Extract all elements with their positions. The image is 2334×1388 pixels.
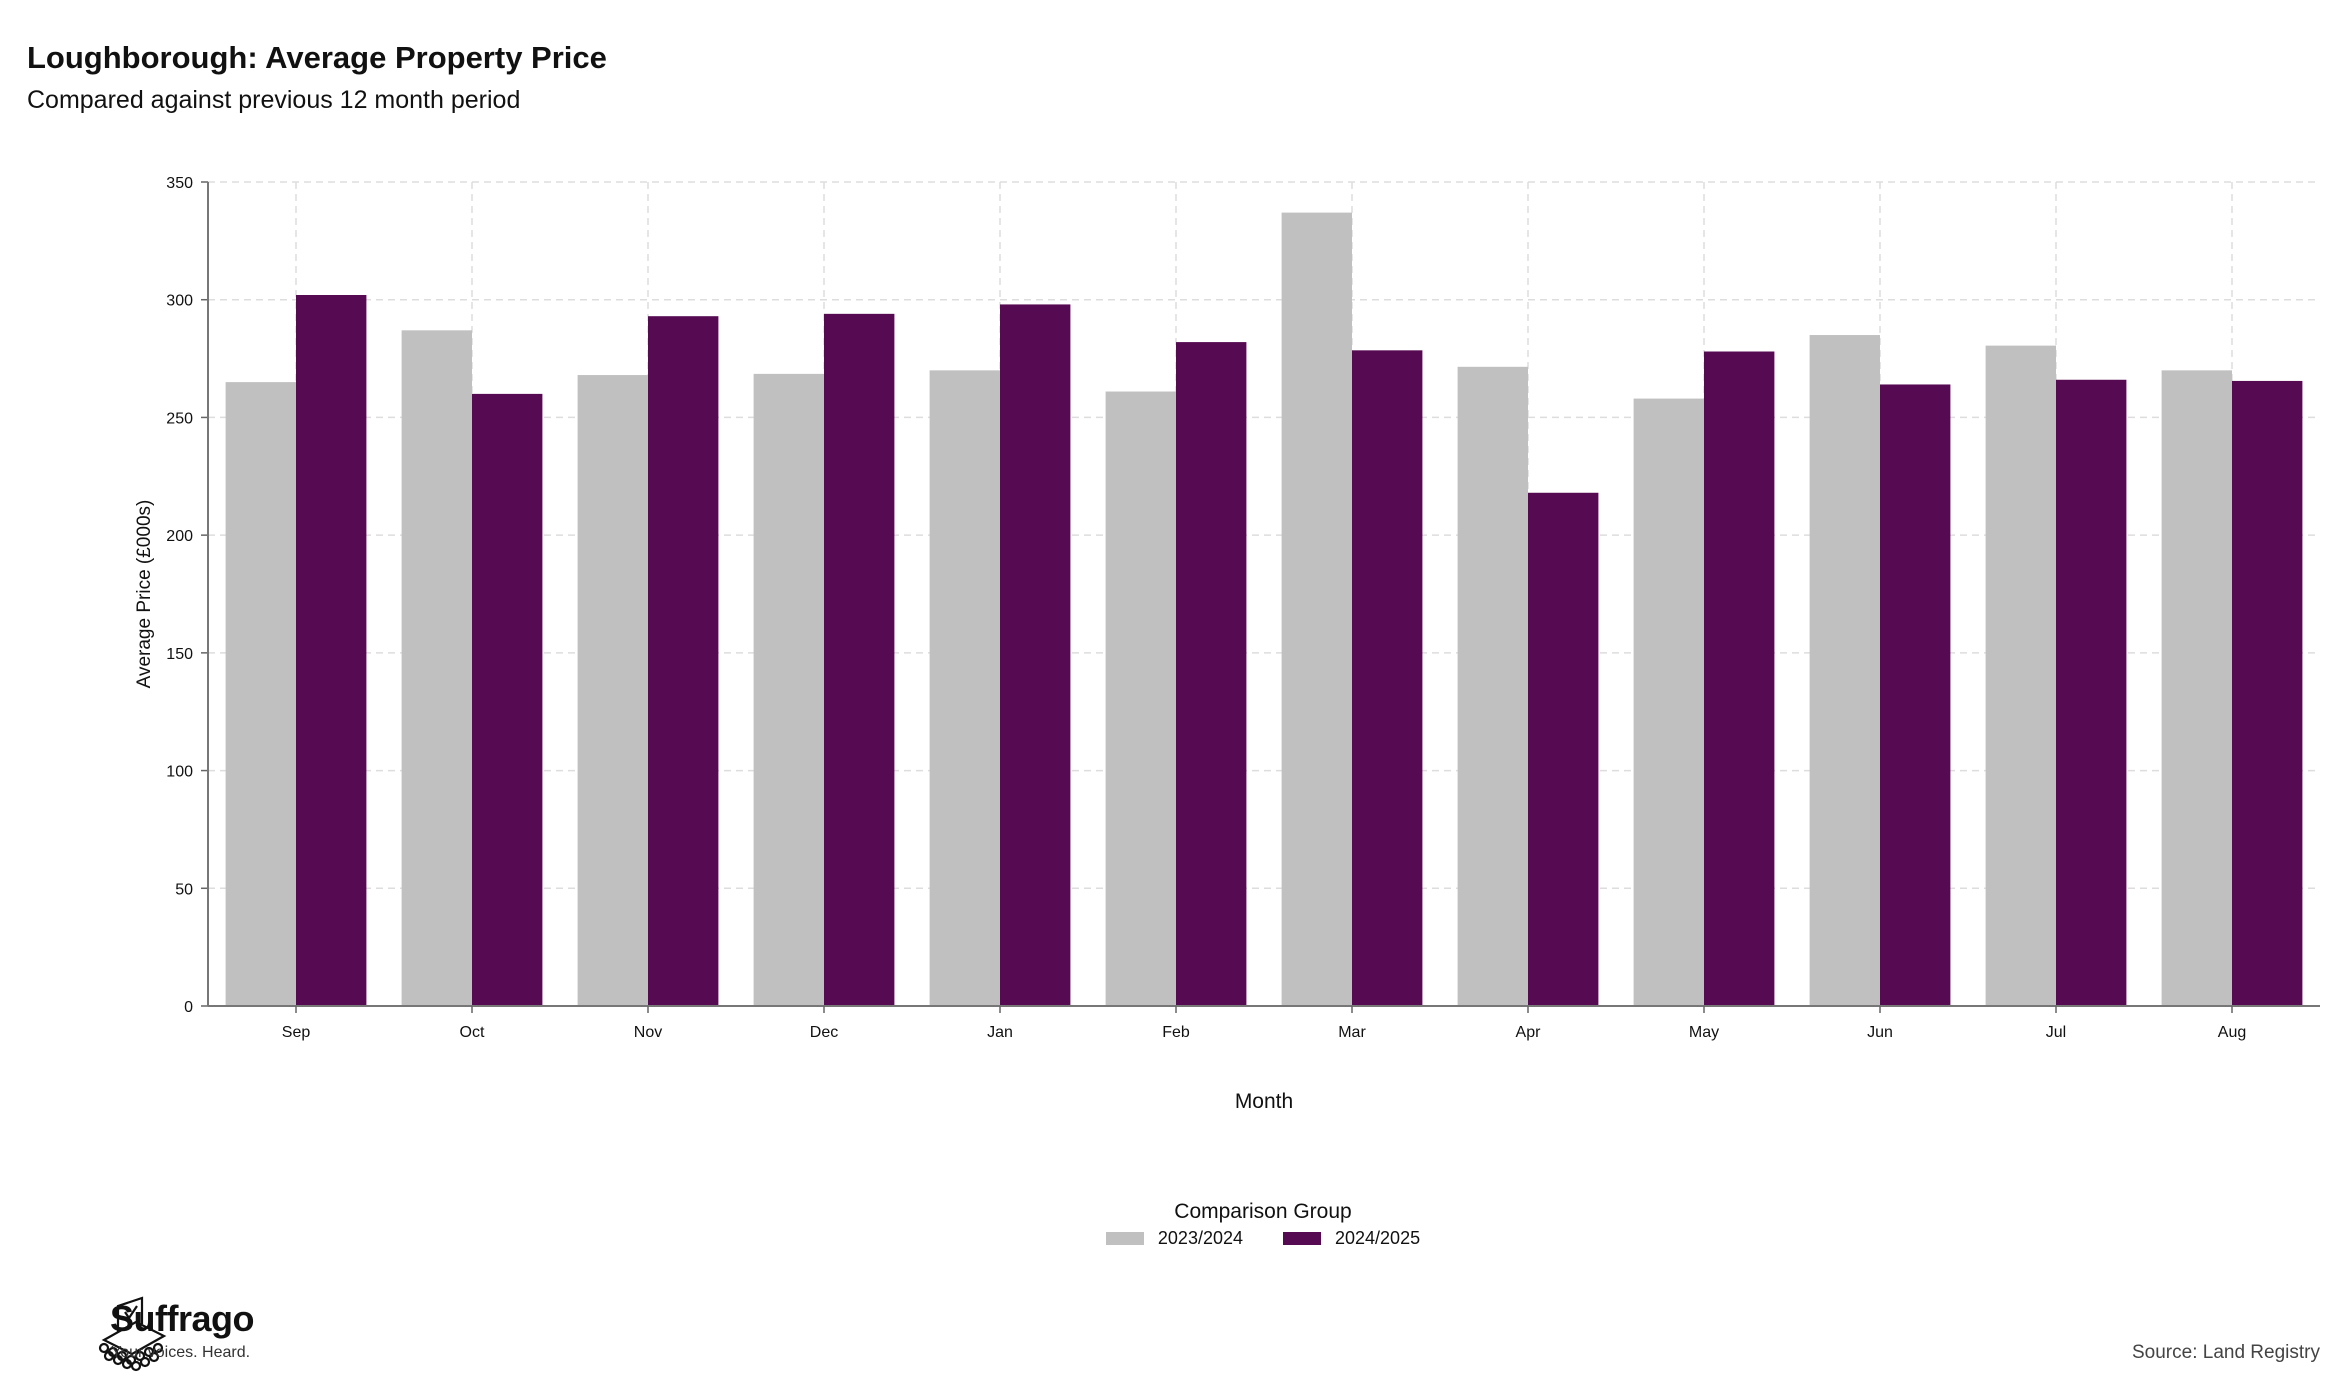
y-tick-label: 150	[166, 646, 193, 663]
bar-2023-2024-dec	[753, 373, 824, 1007]
bar-2024-2025-feb	[1176, 342, 1247, 1006]
bar-2023-2024-jan	[929, 370, 1000, 1006]
bar-2024-2025-mar	[1352, 350, 1423, 1006]
bar-2024-2025-dec	[824, 313, 895, 1007]
bar-2023-2024-aug	[2161, 370, 2232, 1006]
bar-2023-2024-nov	[577, 375, 648, 1007]
legend-label-2024-2025: 2024/2025	[1335, 1228, 1421, 1248]
chart-subtitle: Compared against previous 12 month perio…	[27, 86, 521, 114]
bar-2024-2025-jan	[1000, 304, 1071, 1006]
x-tick-label-feb: Feb	[1162, 1024, 1190, 1041]
ballot-box-icon	[98, 1296, 167, 1372]
bar-2023-2024-oct	[401, 330, 472, 1006]
x-tick-label-oct: Oct	[460, 1024, 485, 1041]
x-tick-label-may: May	[1689, 1024, 1719, 1041]
brand-tagline: Your voices. Heard.	[111, 1344, 251, 1361]
legend-swatch-2024-2025	[1283, 1232, 1321, 1245]
legend-label-2023-2024: 2023/2024	[1157, 1228, 1243, 1248]
x-tick-label-jul: Jul	[2046, 1024, 2066, 1041]
y-tick-label: 300	[166, 293, 193, 310]
bar-2023-2024-jun	[1809, 335, 1880, 1006]
legend-item-2023-2024: 2023/2024	[1105, 1228, 1243, 1249]
x-tick-label-mar: Mar	[1338, 1024, 1366, 1041]
x-tick-label-aug: Aug	[2218, 1024, 2246, 1041]
source-note: Source: Land Registry	[2132, 1342, 2320, 1363]
chart-title: Loughborough: Average Property Price	[27, 40, 607, 75]
x-tick-label-nov: Nov	[634, 1024, 662, 1041]
bar-2024-2025-aug	[2232, 380, 2303, 1006]
y-tick-label: 0	[184, 999, 193, 1016]
y-tick-label: 200	[166, 528, 193, 545]
bar-2023-2024-apr	[1457, 366, 1528, 1007]
bar-2023-2024-feb	[1105, 391, 1176, 1006]
bar-2023-2024-jul	[1985, 345, 2056, 1006]
bar-2023-2024-may	[1633, 398, 1704, 1006]
y-tick-label: 350	[166, 175, 193, 192]
legend: Comparison Group 2023/2024 2024/2025	[0, 1200, 2334, 1250]
y-tick-label: 250	[166, 410, 193, 427]
bar-2024-2025-may	[1704, 351, 1775, 1007]
bar-chart: 0 50 100 150 200 250 300 350 Sep Oct Nov Dec Jan Feb M…	[134, 175, 2320, 1113]
bar-2024-2025-sep	[296, 295, 367, 1006]
legend-swatch-2023-2024	[1105, 1232, 1144, 1245]
bar-2024-2025-oct	[472, 393, 543, 1006]
x-tick-label-dec: Dec	[810, 1024, 838, 1041]
bar-2024-2025-jul	[2056, 379, 2127, 1006]
y-tick-label: 100	[166, 764, 193, 781]
bar-2023-2024-mar	[1281, 212, 1352, 1006]
brand-name: Suffrago	[110, 1298, 255, 1339]
y-tick-label: 50	[175, 881, 193, 898]
bar-2024-2025-jun	[1880, 384, 1951, 1006]
x-axis-title: Month	[1235, 1090, 1293, 1113]
bar-2024-2025-apr	[1528, 492, 1599, 1006]
legend-title: Comparison Group	[1174, 1200, 1352, 1223]
x-tick-label-jan: Jan	[987, 1024, 1013, 1041]
bar-2024-2025-nov	[648, 316, 719, 1006]
legend-item-2024-2025: 2024/2025	[1283, 1228, 1420, 1249]
x-tick-label-sep: Sep	[282, 1024, 311, 1041]
x-tick-label-apr: Apr	[1516, 1024, 1542, 1041]
x-tick-label-jun: Jun	[1867, 1024, 1893, 1041]
y-axis-title: Average Price (£000s)	[134, 500, 155, 689]
bar-2023-2024-sep	[225, 382, 296, 1007]
